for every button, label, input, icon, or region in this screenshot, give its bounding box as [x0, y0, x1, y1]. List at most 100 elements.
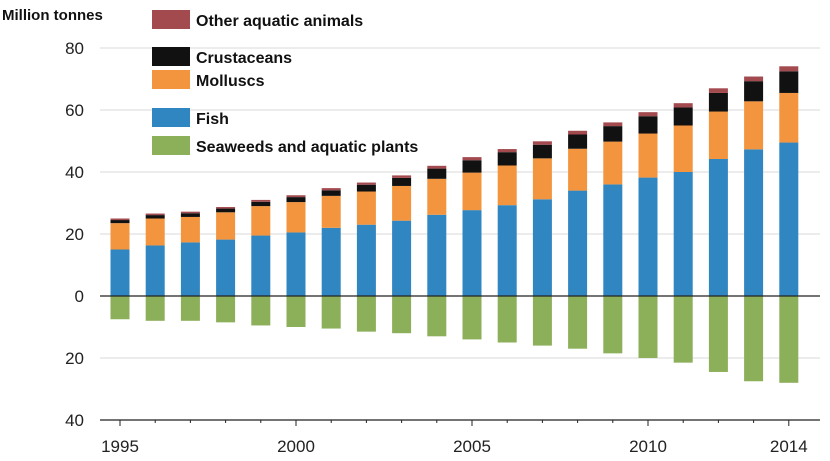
bar-fish-1996 — [145, 245, 165, 296]
bar-fish-2004 — [427, 214, 447, 296]
x-tick-label: 2014 — [770, 437, 808, 456]
bar-other-aquatic-animals-2002 — [356, 182, 376, 185]
bar-fish-2001 — [321, 227, 341, 296]
bar-seaweeds-and-aquatic-plants-2007 — [532, 296, 552, 346]
bar-seaweeds-and-aquatic-plants-2010 — [638, 296, 658, 358]
bar-other-aquatic-animals-2000 — [286, 195, 306, 198]
bar-molluscs-2012 — [708, 111, 728, 159]
legend-label-crustaceans: Crustaceans — [196, 50, 292, 67]
bar-crustaceans-2005 — [462, 160, 482, 173]
bar-molluscs-2011 — [673, 125, 693, 172]
bar-molluscs-1999 — [251, 206, 271, 236]
bar-other-aquatic-animals-1995 — [110, 218, 130, 221]
bar-fish-2000 — [286, 232, 306, 296]
bar-seaweeds-and-aquatic-plants-2006 — [497, 296, 517, 343]
bar-seaweeds-and-aquatic-plants-2011 — [673, 296, 693, 363]
x-tick-labels: 1995 2000 2005 2010 2014 — [101, 437, 808, 456]
bar-crustaceans-2009 — [603, 126, 623, 142]
bar-molluscs-2010 — [638, 133, 658, 178]
bar-other-aquatic-animals-2012 — [708, 88, 728, 93]
bar-other-aquatic-animals-2006 — [497, 149, 517, 153]
bar-molluscs-1998 — [216, 212, 236, 240]
bar-seaweeds-and-aquatic-plants-2000 — [286, 296, 306, 327]
bar-other-aquatic-animals-2010 — [638, 112, 658, 117]
bar-other-aquatic-animals-1997 — [180, 211, 200, 214]
bar-crustaceans-1996 — [145, 215, 165, 219]
y-tick-label: 40 — [65, 411, 84, 430]
bar-seaweeds-and-aquatic-plants-1997 — [180, 296, 200, 321]
legend-swatch-crustaceans — [152, 47, 190, 66]
bar-seaweeds-and-aquatic-plants-2003 — [392, 296, 412, 334]
x-tick-label: 2010 — [629, 437, 667, 456]
bar-seaweeds-and-aquatic-plants-2009 — [603, 296, 623, 354]
bar-molluscs-2001 — [321, 195, 341, 228]
bar-fish-2006 — [497, 205, 517, 296]
bar-crustaceans-2003 — [392, 177, 412, 186]
y-tick-label: 40 — [65, 163, 84, 182]
bar-crustaceans-2006 — [497, 152, 517, 166]
bar-molluscs-2006 — [497, 165, 517, 206]
bar-fish-1997 — [180, 242, 200, 296]
y-axis-title: Million tonnes — [2, 7, 103, 24]
bar-molluscs-1995 — [110, 223, 130, 250]
bar-crustaceans-1999 — [251, 201, 271, 207]
bar-crustaceans-2002 — [356, 184, 376, 192]
bar-fish-2003 — [392, 220, 412, 296]
bar-crustaceans-2012 — [708, 92, 728, 112]
bar-seaweeds-and-aquatic-plants-1996 — [145, 296, 165, 321]
bar-crustaceans-1997 — [180, 213, 200, 217]
bar-fish-1995 — [110, 249, 130, 296]
bar-molluscs-2005 — [462, 172, 482, 211]
legend-swatch-molluscs — [152, 70, 190, 89]
bar-crustaceans-2014 — [779, 71, 799, 93]
bar-fish-1998 — [216, 239, 236, 296]
x-tick-label: 2000 — [277, 437, 315, 456]
bar-seaweeds-and-aquatic-plants-2001 — [321, 296, 341, 329]
bar-other-aquatic-animals-2005 — [462, 157, 482, 161]
bar-seaweeds-and-aquatic-plants-2012 — [708, 296, 728, 372]
bar-molluscs-1996 — [145, 218, 165, 246]
legend-label-seaweeds-and-aquatic-plants: Seaweeds and aquatic plants — [196, 139, 418, 156]
bar-crustaceans-2007 — [532, 144, 552, 159]
bar-crustaceans-2008 — [568, 134, 588, 149]
bar-molluscs-2007 — [532, 158, 552, 200]
bar-crustaceans-1998 — [216, 208, 236, 213]
legend-label-fish: Fish — [196, 111, 229, 128]
bar-other-aquatic-animals-2003 — [392, 175, 412, 178]
x-tick-label: 2005 — [453, 437, 491, 456]
legend-swatch-seaweeds-and-aquatic-plants — [152, 136, 190, 155]
bar-fish-2007 — [532, 199, 552, 296]
axes — [100, 295, 820, 426]
legend-label-molluscs: Molluscs — [196, 73, 265, 90]
bar-other-aquatic-animals-2001 — [321, 188, 341, 191]
bar-other-aquatic-animals-1999 — [251, 199, 271, 202]
bar-molluscs-1997 — [180, 216, 200, 243]
bar-other-aquatic-animals-2007 — [532, 141, 552, 145]
bar-crustaceans-2000 — [286, 197, 306, 203]
bar-fish-2014 — [779, 142, 799, 296]
y-tick-labels: 80 60 40 20 0 20 40 — [65, 39, 84, 430]
bar-seaweeds-and-aquatic-plants-1999 — [251, 296, 271, 326]
bar-fish-2005 — [462, 210, 482, 296]
bar-fish-2012 — [708, 158, 728, 296]
bar-seaweeds-and-aquatic-plants-2013 — [744, 296, 764, 382]
bar-seaweeds-and-aquatic-plants-2008 — [568, 296, 588, 349]
bar-seaweeds-and-aquatic-plants-2014 — [779, 296, 799, 383]
x-tick-label: 1995 — [101, 437, 139, 456]
bar-molluscs-2013 — [744, 101, 764, 150]
bar-seaweeds-and-aquatic-plants-2004 — [427, 296, 447, 337]
bar-other-aquatic-animals-1998 — [216, 207, 236, 209]
y-tick-label: 80 — [65, 39, 84, 58]
bar-molluscs-2008 — [568, 148, 588, 191]
bar-seaweeds-and-aquatic-plants-1995 — [110, 296, 130, 320]
y-tick-label: 0 — [75, 287, 84, 306]
bar-fish-1999 — [251, 235, 271, 296]
bar-crustaceans-2011 — [673, 107, 693, 126]
legend-label-other-aquatic-animals: Other aquatic animals — [196, 13, 363, 30]
y-tick-label: 20 — [65, 349, 84, 368]
bar-fish-2013 — [744, 149, 764, 296]
bar-seaweeds-and-aquatic-plants-2005 — [462, 296, 482, 340]
bar-crustaceans-1995 — [110, 220, 130, 224]
bar-fish-2010 — [638, 177, 658, 296]
bar-seaweeds-and-aquatic-plants-1998 — [216, 296, 236, 323]
